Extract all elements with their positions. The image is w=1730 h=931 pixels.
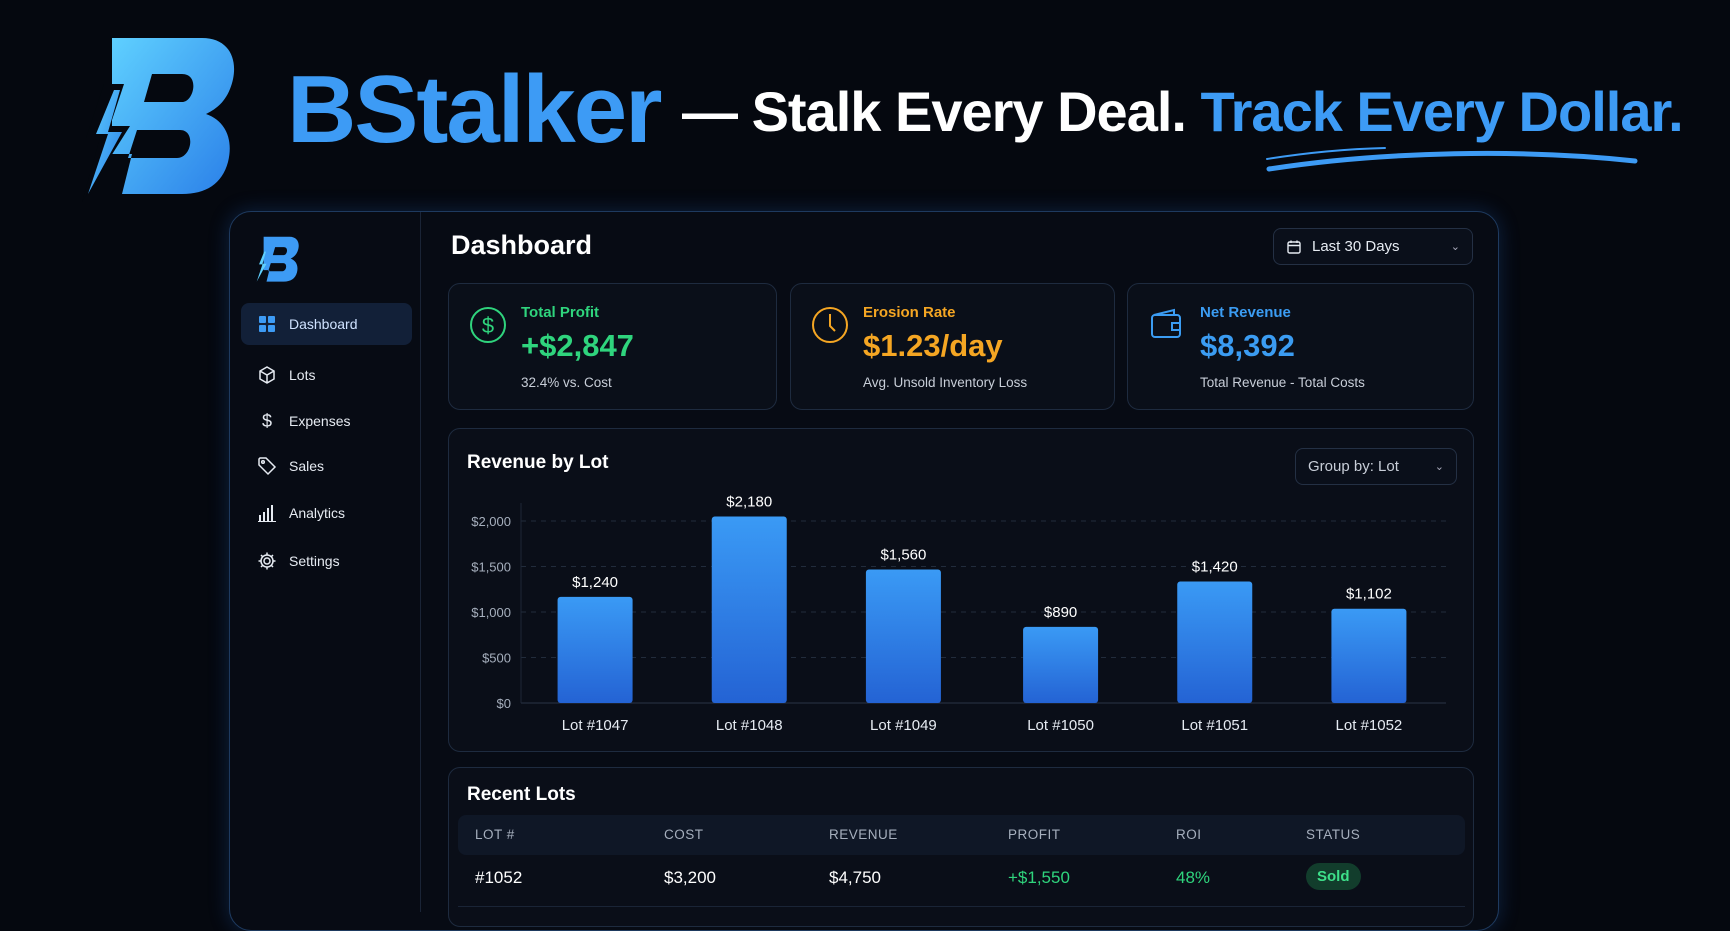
cell-profit: +$1,550 (1008, 868, 1070, 887)
table-header: LOT # COST REVENUE PROFIT ROI STATUS (458, 815, 1465, 855)
card-label: Total Profit (521, 304, 600, 321)
bar (865, 569, 941, 703)
bar-data-label: $1,420 (1192, 559, 1238, 576)
card-subtext: 32.4% vs. Cost (521, 375, 612, 390)
column-header: STATUS (1306, 827, 1361, 842)
chart-title: Revenue by Lot (467, 452, 609, 473)
column-header: ROI (1176, 827, 1202, 842)
box-icon (259, 366, 275, 384)
column-header: PROFIT (1008, 827, 1061, 842)
bstalker-logo-icon (82, 38, 235, 202)
grid-icon (259, 316, 275, 332)
sidebar-item-sales[interactable]: Sales (241, 445, 412, 487)
group-by-select[interactable]: Group by: Lot ⌄ (1295, 448, 1457, 485)
y-tick-label: $1,500 (471, 560, 511, 575)
recent-lots-panel: Recent Lots LOT # COST REVENUE PROFIT RO… (448, 767, 1474, 927)
sidebar-item-settings[interactable]: Settings (241, 540, 412, 582)
card-subtext: Avg. Unsold Inventory Loss (863, 375, 1028, 390)
bar (1023, 626, 1099, 703)
dollar-icon: $ (262, 411, 272, 431)
card-value: $8,392 (1200, 328, 1295, 363)
clock-icon (812, 307, 848, 343)
tagline: — Stalk Every Deal. Track Every Dollar. (682, 84, 1684, 140)
gear-icon (258, 552, 276, 570)
sidebar-item-lots[interactable]: Lots (241, 354, 412, 396)
column-header: REVENUE (829, 827, 898, 842)
revenue-chart-panel: Revenue by Lot Group by: Lot ⌄ $0 $500 $1,… (448, 428, 1474, 752)
cell-roi: 48% (1176, 868, 1211, 887)
x-tick-label: Lot #1051 (1181, 717, 1248, 734)
bar (711, 516, 787, 703)
sidebar-item-label: Sales (289, 458, 325, 474)
sidebar-item-expenses[interactable]: $ Expenses (241, 400, 412, 442)
column-header: LOT # (475, 827, 515, 842)
row-divider (458, 906, 1465, 907)
sidebar-divider (420, 212, 421, 912)
bar (1331, 608, 1407, 703)
card-label: Erosion Rate (863, 304, 956, 321)
bar (1177, 581, 1253, 703)
sidebar-item-label: Lots (289, 367, 316, 383)
card-value: +$2,847 (521, 328, 634, 363)
tagline-accent: Track Every Dollar. (1200, 80, 1684, 143)
net-revenue-card: Net Revenue $8,392 Total Revenue - Total… (1127, 283, 1474, 410)
svg-text:$: $ (262, 411, 272, 431)
y-tick-label: $2,000 (471, 514, 511, 529)
bar-data-label: $1,240 (572, 574, 618, 591)
page-title: Dashboard (451, 230, 593, 260)
card-subtext: Total Revenue - Total Costs (1200, 375, 1365, 390)
bar-data-label: $1,560 (880, 547, 926, 564)
cell-lot: #1052 (475, 868, 523, 887)
x-tick-label: Lot #1050 (1027, 717, 1094, 734)
bar-data-label: $890 (1044, 604, 1077, 621)
brand-name: BStalker (287, 56, 663, 163)
group-by-value: Group by: Lot (1308, 458, 1399, 475)
date-range-value: Last 30 Days (1312, 238, 1400, 255)
sidebar-item-dashboard[interactable]: Dashboard (241, 303, 412, 345)
sidebar-item-label: Dashboard (289, 316, 358, 332)
svg-text:$: $ (482, 313, 494, 338)
tag-icon (258, 457, 277, 476)
total-profit-card: $ Total Profit +$2,847 32.4% vs. Cost (448, 283, 777, 410)
x-tick-label: Lot #1047 (562, 717, 629, 734)
column-header: COST (664, 827, 704, 842)
x-tick-label: Lot #1048 (716, 717, 783, 734)
sidebar-item-label: Settings (289, 553, 340, 569)
chevron-down-icon: ⌄ (1434, 461, 1444, 473)
erosion-rate-card: Erosion Rate $1.23/day Avg. Unsold Inven… (790, 283, 1115, 410)
underline-swoosh-icon (1266, 147, 1638, 172)
sidebar-item-label: Analytics (289, 505, 346, 521)
date-range-select[interactable]: Last 30 Days ⌄ (1273, 228, 1473, 265)
sidebar-logo-icon (256, 236, 299, 282)
tagline-dash: — (682, 80, 738, 143)
bar-data-label: $1,102 (1346, 586, 1392, 603)
y-tick-label: $0 (497, 696, 511, 711)
y-tick-label: $500 (482, 651, 511, 666)
status-badge: Sold (1306, 863, 1361, 890)
bar-chart-icon (258, 505, 276, 522)
cell-cost: $3,200 (664, 868, 716, 887)
card-label: Net Revenue (1200, 304, 1291, 321)
sidebar-item-analytics[interactable]: Analytics (241, 492, 412, 534)
wallet-icon (1151, 308, 1181, 338)
chevron-down-icon: ⌄ (1450, 241, 1460, 253)
bar-data-label: $2,180 (726, 494, 772, 511)
cell-revenue: $4,750 (829, 868, 881, 887)
sidebar-item-label: Expenses (289, 413, 351, 429)
tagline-white: Stalk Every Deal. (751, 80, 1187, 143)
revenue-bar-chart: $0 $500 $1,000 $1,500 $2,000 $1,240 Lot #1047 $… (471, 494, 1446, 734)
bar (557, 596, 633, 703)
y-tick-label: $1,000 (471, 605, 511, 620)
calendar-icon (1287, 240, 1301, 254)
card-value: $1.23/day (863, 328, 1003, 363)
x-tick-label: Lot #1049 (870, 717, 937, 734)
table-row[interactable]: #1052 $3,200 $4,750 +$1,550 48% Sold (458, 815, 1465, 915)
recent-lots-title: Recent Lots (467, 784, 576, 805)
x-tick-label: Lot #1052 (1336, 717, 1403, 734)
dollar-circle-icon: $ (470, 307, 506, 343)
